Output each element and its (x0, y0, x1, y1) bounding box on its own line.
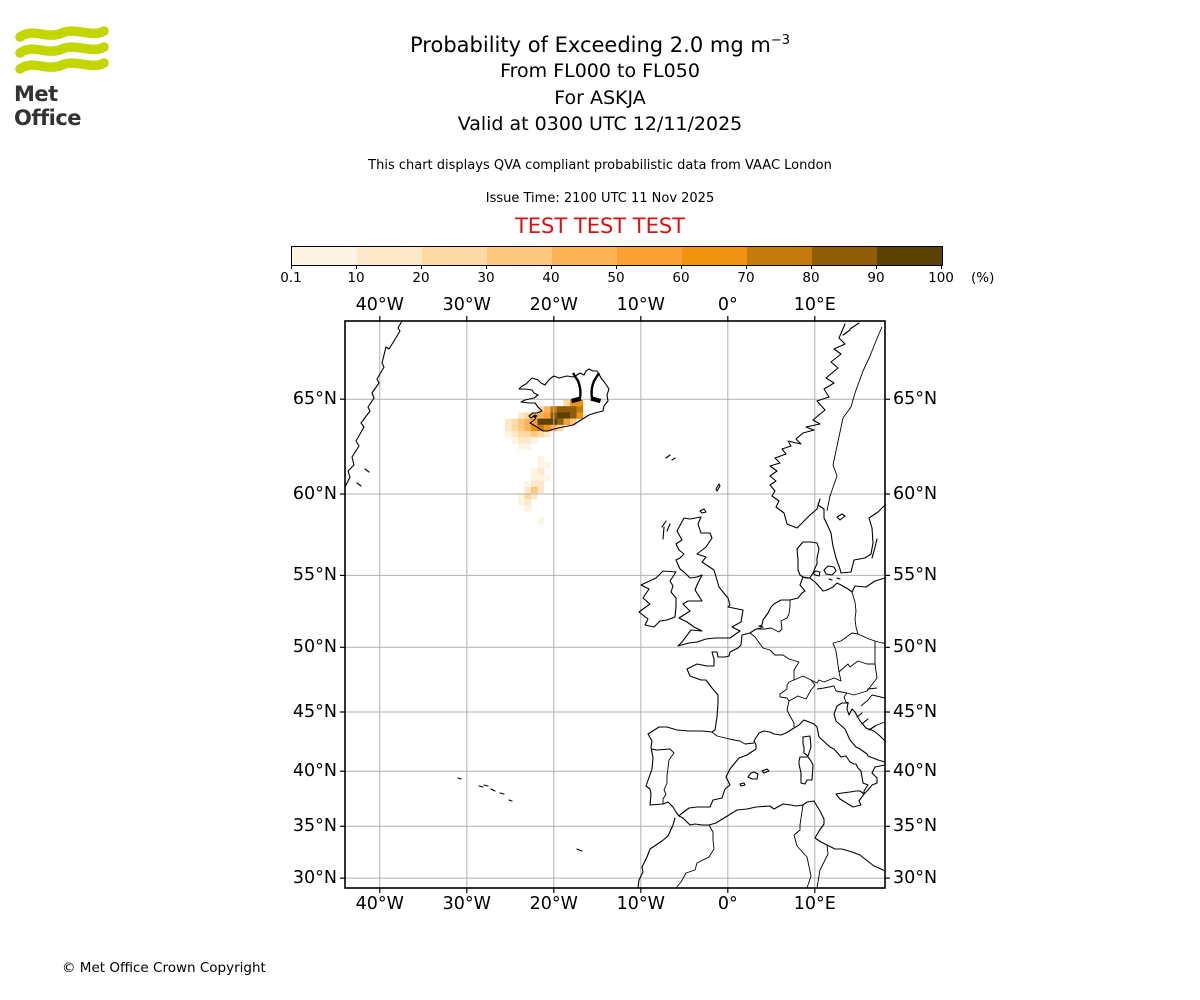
colorbar-tick-label: 90 (867, 270, 885, 286)
coastlines (344, 320, 886, 889)
subtitle-valid-time: Valid at 0300 UTC 12/11/2025 (457, 113, 743, 135)
lat-label-right: 50°N (893, 637, 938, 658)
lon-label-bottom: 10°W (616, 894, 665, 914)
lat-label-left: 55°N (292, 565, 337, 586)
colorbar-tick-label: 20 (412, 270, 430, 286)
lat-label-left: 35°N (292, 816, 337, 837)
colorbar-segment-20-30 (422, 247, 487, 265)
lat-label-right: 55°N (893, 565, 938, 586)
lat-label-right: 35°N (893, 816, 938, 837)
title-exponent: −3 (770, 33, 790, 48)
map-canvas (340, 316, 890, 893)
colorbar-tick-label: 60 (672, 270, 690, 286)
probability-colorbar (291, 246, 943, 266)
lon-label-bottom: 40°W (355, 894, 404, 914)
lat-label-right: 60°N (893, 483, 938, 504)
country-borders (650, 326, 886, 889)
colorbar-tick-label: 30 (477, 270, 495, 286)
colorbar-segment-70-80 (747, 247, 812, 265)
colorbar-tick-label: 40 (542, 270, 560, 286)
colorbar-tick (616, 265, 617, 269)
lon-label-bottom: 0° (717, 894, 738, 914)
colorbar-tick (356, 265, 357, 269)
colorbar-segment-50-60 (617, 247, 682, 265)
lat-label-right: 65°N (893, 389, 938, 410)
lat-label-right: 30°N (893, 868, 938, 889)
lat-label-left: 40°N (292, 761, 337, 782)
colorbar-tick (551, 265, 552, 269)
copyright-text: © Met Office Crown Copyright (62, 960, 266, 976)
title-block: Probability of Exceeding 2.0 mg m−3 From… (0, 28, 1200, 138)
colorbar-segment-60-70 (682, 247, 747, 265)
test-banner: TEST TEST TEST (514, 214, 686, 238)
colorbar-tick (291, 265, 292, 269)
volcano-symbol-askja (570, 372, 602, 404)
colorbar-tick (486, 265, 487, 269)
lon-label-top: 40°W (355, 295, 404, 315)
lat-label-left: 60°N (292, 483, 337, 504)
lat-label-left: 50°N (292, 637, 337, 658)
ash-plume-cells (505, 400, 584, 525)
colorbar-tick (746, 265, 747, 269)
colorbar-tick (681, 265, 682, 269)
lat-label-right: 40°N (893, 761, 938, 782)
lat-label-left: 45°N (292, 701, 337, 722)
map-svg (340, 316, 890, 893)
lon-label-top: 30°W (442, 295, 491, 315)
graticule (345, 321, 885, 888)
colorbar-tick (811, 265, 812, 269)
map-frame (344, 320, 886, 889)
colorbar-segment-30-40 (487, 247, 552, 265)
colorbar-unit-label: (%) (971, 270, 995, 286)
colorbar-segment-80-90 (812, 247, 877, 265)
met-office-logo: Met Office (14, 26, 124, 130)
lat-label-left: 65°N (292, 389, 337, 410)
lon-label-bottom: 20°W (529, 894, 578, 914)
colorbar-tick-label: 80 (802, 270, 820, 286)
lon-label-bottom: 30°W (442, 894, 491, 914)
lon-label-top: 10°W (616, 295, 665, 315)
colorbar-tick (941, 265, 942, 269)
met-office-wordmark: Met Office (14, 82, 82, 130)
met-office-waves-icon (15, 26, 109, 74)
colorbar-tick-label: 70 (737, 270, 755, 286)
colorbar-segment-90-100 (877, 247, 942, 265)
lon-label-top: 10°E (793, 295, 836, 315)
colorbar-tick-label: 0.1 (280, 270, 302, 286)
page-title: Probability of Exceeding 2.0 mg m−3 (410, 33, 790, 57)
axis-ticks (340, 316, 890, 893)
colorbar-tick-label: 100 (928, 270, 954, 286)
lon-label-top: 0° (717, 295, 738, 315)
lon-label-bottom: 10°E (793, 894, 836, 914)
lon-label-top: 20°W (529, 295, 578, 315)
colorbar-segment-10-20 (357, 247, 422, 265)
subtitle-volcano: For ASKJA (554, 86, 646, 109)
issue-time: Issue Time: 2100 UTC 11 Nov 2025 (485, 191, 715, 206)
colorbar-segment-40-50 (552, 247, 617, 265)
subtitle-flight-levels: From FL000 to FL050 (500, 60, 700, 82)
lat-label-right: 45°N (893, 701, 938, 722)
colorbar-tick (876, 265, 877, 269)
colorbar-segment-0.1-10 (292, 247, 357, 265)
qva-note: This chart displays QVA compliant probab… (368, 158, 832, 173)
colorbar-tick (421, 265, 422, 269)
colorbar-tick-label: 10 (347, 270, 365, 286)
lat-label-left: 30°N (292, 868, 337, 889)
colorbar-tick-label: 50 (607, 270, 625, 286)
